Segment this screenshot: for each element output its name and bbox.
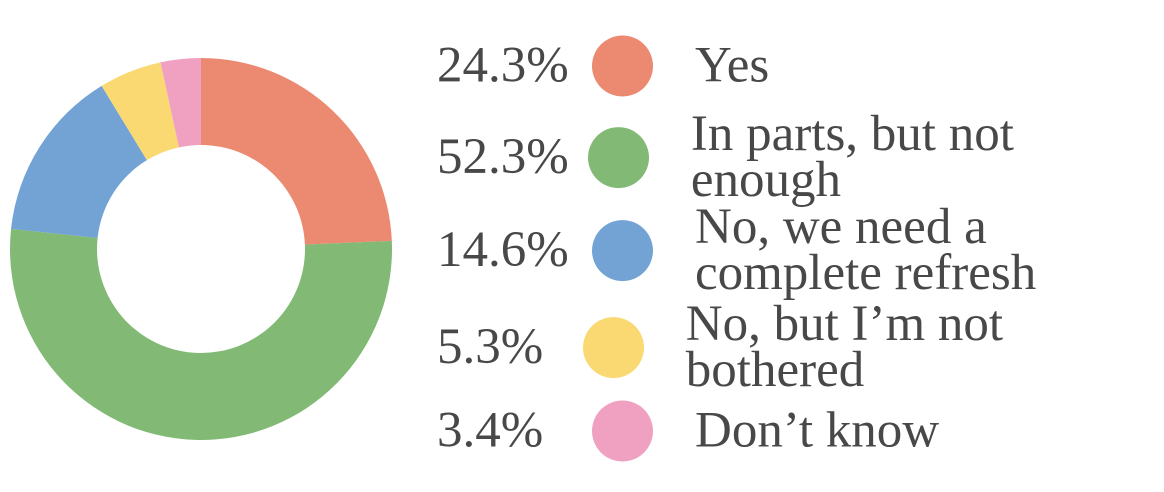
legend-percent: 5.3%: [437, 319, 544, 376]
legend-swatch-circle: [582, 317, 644, 379]
legend-row-in-parts: 52.3% In parts, but not enough: [437, 106, 1164, 208]
donut-segment-yes: [201, 58, 392, 245]
donut-segment-no-but-i-m-not-bothered: [101, 62, 179, 161]
donut-segment-no-we-need-a-complete-refresh: [11, 85, 147, 239]
legend-label: Yes: [695, 37, 770, 94]
donut-segment-in-parts-but-not-enough: [10, 228, 392, 440]
legend-label: No, we need a complete refresh: [695, 199, 1037, 301]
legend-percent: 3.4%: [437, 402, 544, 459]
legend-row-complete-refresh: 14.6% No, we need a complete refresh: [437, 199, 1037, 301]
donut-segment-don-t-know: [160, 58, 201, 148]
legend-label: No, but I’m not bothered: [685, 296, 1004, 398]
legend-percent: 52.3%: [437, 129, 569, 186]
legend-swatch-circle: [592, 35, 653, 97]
legend-row-not-bothered: 5.3% No, but I’m not bothered: [437, 296, 1164, 398]
legend-label: In parts, but not enough: [690, 106, 1014, 208]
legend-row-dont-know: 3.4% Don’t know: [437, 400, 940, 462]
legend-swatch-circle: [592, 400, 653, 462]
legend-row-yes: 24.3% Yes: [437, 35, 770, 97]
legend-label: Don’t know: [695, 402, 940, 459]
legend-percent: 14.6%: [437, 222, 569, 279]
legend-swatch-circle: [587, 127, 649, 189]
donut-chart: [10, 58, 392, 440]
legend-percent: 24.3%: [437, 37, 569, 94]
legend-swatch-circle: [592, 220, 653, 282]
